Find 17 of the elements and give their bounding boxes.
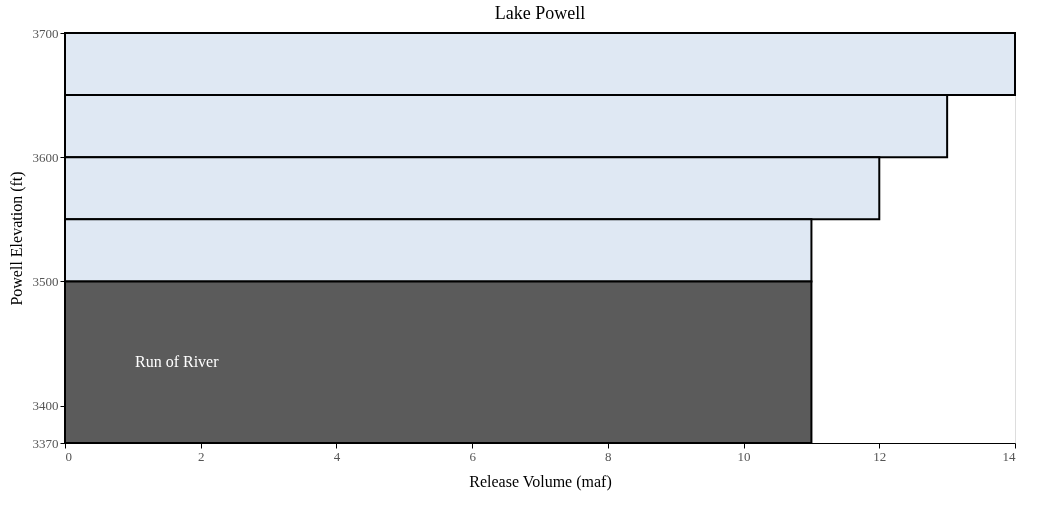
x-tick-label: 0: [65, 448, 72, 464]
x-tick-label: 8: [605, 448, 612, 464]
x-tick-label: 10: [737, 448, 751, 464]
y-tick-label: 3700: [32, 25, 59, 41]
x-tick-label: 12: [873, 448, 887, 464]
x-tick-label: 14: [1002, 448, 1016, 464]
y-tick-label: 3370: [32, 435, 59, 451]
chart-title: Lake Powell: [494, 3, 586, 23]
y-tick-label: 3600: [32, 149, 59, 165]
y-axis-title: Powell Elevation (ft): [7, 171, 26, 306]
series-label: Run of River: [135, 353, 220, 371]
x-tick-label: 4: [333, 448, 341, 464]
y-tick-label: 3400: [32, 398, 59, 414]
y-tick-label: 3500: [32, 273, 59, 289]
x-axis-title: Release Volume (maf): [469, 472, 612, 491]
x-tick-label: 2: [197, 448, 205, 464]
x-tick-label: 6: [469, 448, 477, 464]
